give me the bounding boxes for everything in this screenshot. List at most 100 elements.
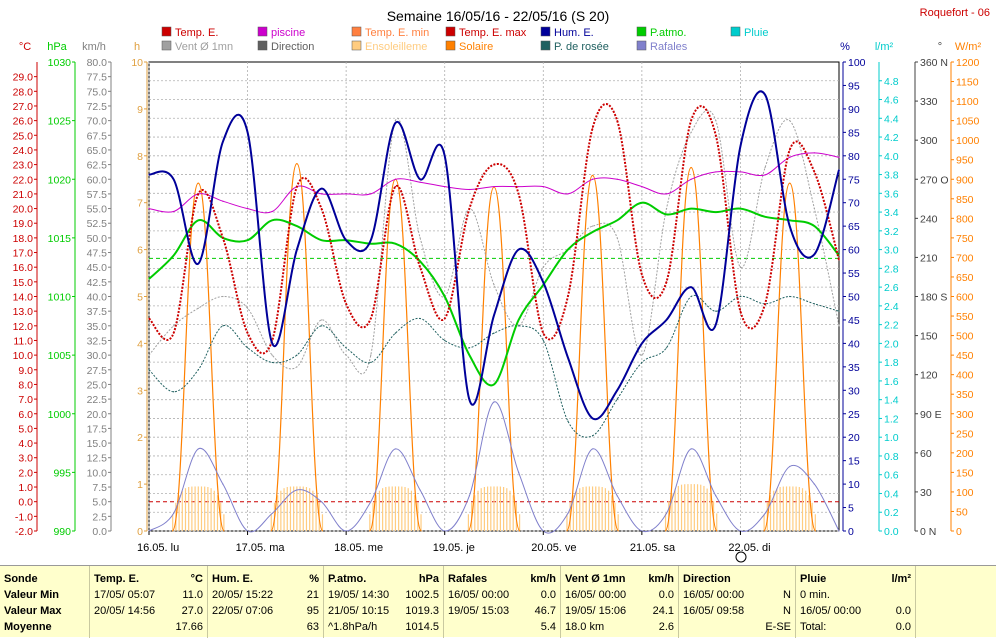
tick-label-wind: 10.0 <box>87 467 108 479</box>
legend-swatch <box>161 40 172 51</box>
series-temp-e-point <box>419 266 421 268</box>
series-p-atmo-point <box>591 231 594 233</box>
tick-label-wind: 50.0 <box>87 233 108 245</box>
series-vent-1mn-point <box>296 366 298 368</box>
tick-label-direction: 90 E <box>920 409 942 421</box>
summary-value: 5.4 <box>540 621 556 633</box>
summary-unit: °C <box>190 573 203 585</box>
tick-label-temp: -1.0 <box>15 511 33 523</box>
plot-frame <box>148 61 840 532</box>
tick-label-wind: 35.0 <box>87 321 108 333</box>
summary-header: Hum. E. <box>212 573 253 585</box>
tick-label-solar: 50 <box>956 506 968 518</box>
legend-label: P. de rosée <box>554 41 609 53</box>
series-p-atmo-point <box>739 207 742 210</box>
series-vent-1mn-point <box>271 354 273 356</box>
series-piscine-point <box>345 193 347 195</box>
series-p-de-ros-e-point <box>739 295 742 298</box>
series-p-de-ros-e-point <box>271 361 273 364</box>
series-piscine-point <box>518 185 520 188</box>
series-rafales-point <box>320 501 323 503</box>
tick-label-humidity: 25 <box>848 409 860 421</box>
series-temp-e-point <box>518 193 520 195</box>
legend-swatch <box>257 40 268 51</box>
series-temp-e-point <box>444 317 446 320</box>
summary-value: 2.6 <box>658 621 674 633</box>
series-rafales-point <box>591 448 594 450</box>
tick-label-wind: 20.0 <box>87 409 108 421</box>
series-vent-1mn-point <box>394 120 397 122</box>
legend-label: Rafales <box>650 41 688 53</box>
series-p-atmo-point <box>616 219 618 221</box>
summary-row: Moyenne <box>4 619 85 635</box>
series-p-atmo-point <box>690 207 692 210</box>
tick-label-humidity: 85 <box>848 127 860 139</box>
tick-label-wind: 52.5 <box>87 218 108 230</box>
series-temp-e-point <box>493 163 495 166</box>
tick-label-humidity: 100 <box>848 57 866 69</box>
series-hum-e-point <box>222 141 224 143</box>
series-p-atmo-point <box>789 219 791 221</box>
series-p-atmo-point <box>394 243 397 245</box>
summary-value: 17.66 <box>175 621 203 633</box>
summary-value: 24.1 <box>652 605 674 617</box>
series-vent-1mn-point <box>690 131 692 133</box>
series-p-de-ros-e-point <box>665 347 668 349</box>
series-rafales-point <box>838 530 840 532</box>
series-piscine-point <box>173 210 175 213</box>
series-p-atmo-point <box>444 295 446 298</box>
summary-timestamp: 16/05/ 09:58 <box>683 605 745 617</box>
tick-label-solar: 0 <box>956 526 962 538</box>
tick-label-rain: 4.0 <box>884 151 899 163</box>
series-piscine-point <box>838 156 840 158</box>
summary-column: Rafales km/h 16/05/ 00:00 0.0 19/05/ 15:03 46… <box>444 566 561 638</box>
tick-label-wind: 75.0 <box>87 86 108 98</box>
summary-value: 46.7 <box>534 605 556 617</box>
tick-label-rain: 2.8 <box>884 263 899 275</box>
tick-label-pressure: 1020 <box>48 174 72 186</box>
series-temp-e-point <box>690 120 692 122</box>
tick-label-temp: 4.0 <box>18 438 33 450</box>
summary-row: Valeur Max <box>4 603 85 619</box>
x-tick-label: 22.05. di <box>728 542 770 554</box>
series-piscine-point <box>271 210 273 213</box>
series-temp-e-point <box>394 185 397 188</box>
legend-label: Temp. E. min <box>365 27 429 39</box>
series-p-de-ros-e-point <box>690 295 692 298</box>
tick-label-wind: 77.5 <box>87 72 108 84</box>
summary-column: Direction 16/05/ 00:00 N 16/05/ 09:58 N E-SE <box>679 566 796 638</box>
tick-label-pressure: 1010 <box>48 292 72 304</box>
summary-row: 19/05/ 15:03 46.7 <box>448 603 556 619</box>
axis-label-pressure: hPa <box>47 41 67 53</box>
tick-label-solar: 350 <box>956 389 974 401</box>
tick-label-solar: 850 <box>956 194 974 206</box>
series-rafales-point <box>394 448 397 450</box>
tick-label-solar: 600 <box>956 292 974 304</box>
current-time-marker[interactable] <box>735 551 747 563</box>
tick-label-sun: 2 <box>137 432 143 444</box>
series-vent-1mn-point <box>148 354 150 356</box>
tick-label-rain: 0.4 <box>884 488 899 500</box>
summary-row-label: Moyenne <box>4 621 52 633</box>
summary-unit: km/h <box>648 573 674 585</box>
summary-value: 95 <box>306 605 319 617</box>
tick-label-temp: 8.0 <box>18 379 33 391</box>
tick-label-temp: 0.0 <box>18 497 33 509</box>
tick-label-wind: 57.5 <box>87 189 108 201</box>
series-temp-e-point <box>764 303 766 305</box>
legend-label: Solaire <box>459 41 493 53</box>
series-temp-e-point <box>468 207 470 210</box>
series-p-de-ros-e-point <box>468 347 470 349</box>
summary-value: 0.0 <box>540 589 556 601</box>
summary-row: 16/05/ 00:00 0.0 <box>800 603 911 619</box>
summary-timestamp: 20/05/ 15:22 <box>212 589 274 601</box>
chart-title: Semaine 16/05/16 - 22/05/16 (S 20) <box>387 8 610 24</box>
tick-label-temp: 16.0 <box>13 262 34 274</box>
summary-timestamp: 22/05/ 07:06 <box>212 605 274 617</box>
tick-label-temp: 28.0 <box>13 86 34 98</box>
tick-label-sun: 4 <box>137 338 143 350</box>
tick-label-temp: -2.0 <box>15 526 33 538</box>
series-p-atmo-point <box>173 254 175 257</box>
summary-column: Vent Ø 1mn km/h 16/05/ 00:00 0.0 19/05/ 15:0… <box>561 566 679 638</box>
series-p-de-ros-e-point <box>296 354 298 356</box>
